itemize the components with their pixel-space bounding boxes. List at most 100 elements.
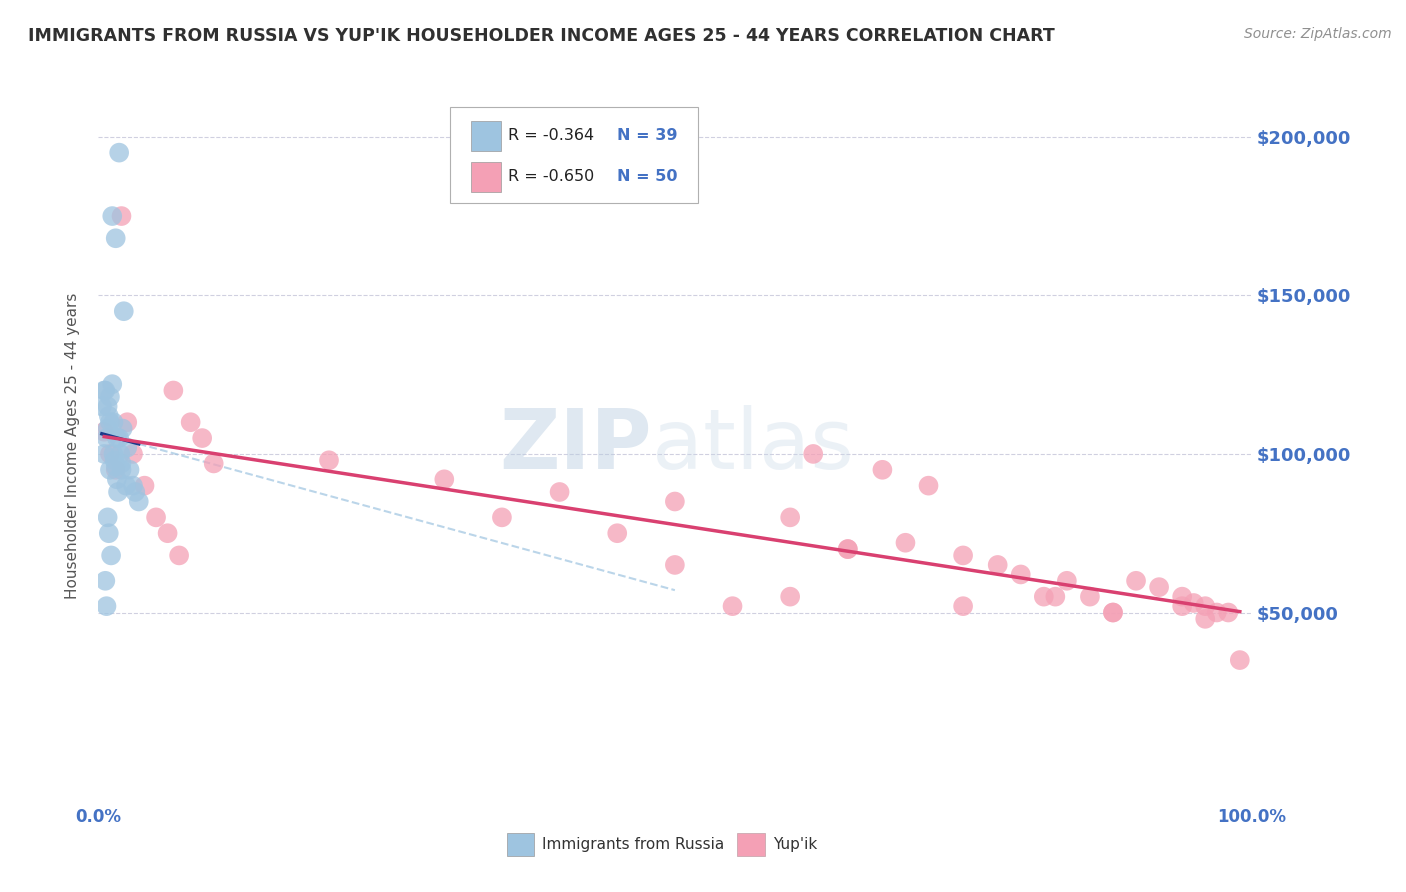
Point	[801, 447, 824, 461]
Point	[97, 510, 120, 524]
Point	[112, 304, 135, 318]
Point	[122, 478, 145, 492]
Point	[145, 510, 167, 524]
Point	[491, 510, 513, 524]
Point	[98, 390, 121, 404]
Text: R = -0.650: R = -0.650	[508, 169, 593, 185]
Point	[872, 463, 894, 477]
Point	[103, 453, 125, 467]
Point	[100, 549, 122, 563]
Point	[108, 431, 131, 445]
Point	[122, 447, 145, 461]
Point	[1171, 590, 1194, 604]
Point	[110, 447, 132, 461]
Point	[98, 463, 121, 477]
Point	[1171, 599, 1194, 614]
Point	[156, 526, 179, 541]
Text: N = 39: N = 39	[617, 128, 678, 143]
Point	[111, 421, 134, 435]
Point	[894, 535, 917, 549]
Point	[105, 431, 128, 445]
FancyBboxPatch shape	[506, 833, 534, 855]
Point	[837, 542, 859, 557]
Text: IMMIGRANTS FROM RUSSIA VS YUP'IK HOUSEHOLDER INCOME AGES 25 - 44 YEARS CORRELATI: IMMIGRANTS FROM RUSSIA VS YUP'IK HOUSEHO…	[28, 27, 1054, 45]
Point	[93, 384, 115, 398]
Point	[1078, 590, 1101, 604]
Point	[110, 209, 132, 223]
Point	[664, 494, 686, 508]
Point	[96, 599, 118, 614]
Point	[1045, 590, 1067, 604]
Point	[107, 485, 129, 500]
Point	[1102, 606, 1125, 620]
Point	[101, 209, 124, 223]
Point	[93, 425, 115, 439]
Point	[118, 463, 141, 477]
Point	[318, 453, 340, 467]
Point	[721, 599, 744, 614]
Point	[93, 447, 115, 461]
Point	[202, 457, 225, 471]
Point	[104, 459, 127, 474]
Point	[1147, 580, 1170, 594]
Point	[664, 558, 686, 572]
Point	[952, 599, 974, 614]
Point	[110, 463, 132, 477]
Point	[917, 478, 939, 492]
Text: ZIP: ZIP	[499, 406, 652, 486]
Point	[134, 478, 156, 492]
Point	[97, 421, 120, 435]
Point	[191, 431, 214, 445]
Point	[115, 478, 138, 492]
FancyBboxPatch shape	[471, 120, 501, 151]
Point	[1125, 574, 1147, 588]
Text: Yup'ik: Yup'ik	[773, 837, 817, 852]
Text: R = -0.364: R = -0.364	[508, 128, 593, 143]
Point	[1010, 567, 1032, 582]
Text: atlas: atlas	[652, 406, 853, 486]
Point	[1218, 606, 1240, 620]
Text: Source: ZipAtlas.com: Source: ZipAtlas.com	[1244, 27, 1392, 41]
Point	[779, 510, 801, 524]
Text: Immigrants from Russia: Immigrants from Russia	[543, 837, 724, 852]
Point	[128, 494, 150, 508]
Point	[117, 415, 139, 429]
Point	[1056, 574, 1078, 588]
Point	[97, 400, 120, 414]
Point	[1194, 599, 1216, 614]
Point	[110, 457, 132, 471]
Point	[98, 415, 121, 429]
Point	[180, 415, 202, 429]
Point	[96, 431, 118, 445]
Point	[101, 377, 124, 392]
Point	[1194, 612, 1216, 626]
Point	[97, 526, 120, 541]
Point	[1102, 606, 1125, 620]
Point	[104, 463, 127, 477]
Point	[167, 549, 190, 563]
FancyBboxPatch shape	[737, 833, 765, 855]
FancyBboxPatch shape	[471, 162, 501, 192]
Point	[97, 409, 120, 423]
Point	[104, 231, 127, 245]
Point	[548, 485, 571, 500]
Point	[837, 542, 859, 557]
Point	[124, 485, 146, 500]
Point	[108, 145, 131, 160]
Point	[98, 447, 121, 461]
FancyBboxPatch shape	[450, 107, 697, 203]
Y-axis label: Householder Income Ages 25 - 44 years: Householder Income Ages 25 - 44 years	[65, 293, 80, 599]
Point	[1182, 596, 1205, 610]
Point	[1205, 606, 1227, 620]
Text: N = 50: N = 50	[617, 169, 678, 185]
Point	[94, 384, 117, 398]
Point	[987, 558, 1010, 572]
Point	[1229, 653, 1251, 667]
Point	[103, 415, 125, 429]
Point	[1032, 590, 1054, 604]
Point	[779, 590, 801, 604]
Point	[105, 472, 128, 486]
Point	[433, 472, 456, 486]
Point	[117, 441, 139, 455]
Point	[103, 447, 125, 461]
